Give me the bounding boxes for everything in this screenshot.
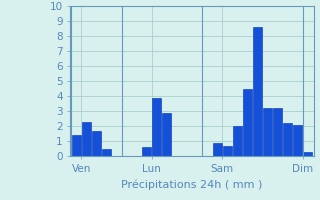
- Bar: [72, 135, 81, 156]
- Bar: [152, 98, 161, 156]
- Bar: [283, 123, 292, 156]
- Bar: [263, 108, 272, 156]
- Bar: [162, 112, 172, 156]
- Bar: [142, 147, 151, 156]
- X-axis label: Précipitations 24h ( mm ): Précipitations 24h ( mm ): [121, 179, 263, 190]
- Bar: [293, 124, 302, 156]
- Bar: [82, 121, 91, 156]
- Bar: [102, 148, 111, 156]
- Bar: [253, 27, 262, 156]
- Bar: [273, 108, 282, 156]
- Bar: [223, 146, 232, 156]
- Bar: [212, 142, 222, 156]
- Bar: [92, 130, 101, 156]
- Bar: [303, 152, 312, 156]
- Bar: [233, 126, 242, 156]
- Bar: [243, 88, 252, 156]
